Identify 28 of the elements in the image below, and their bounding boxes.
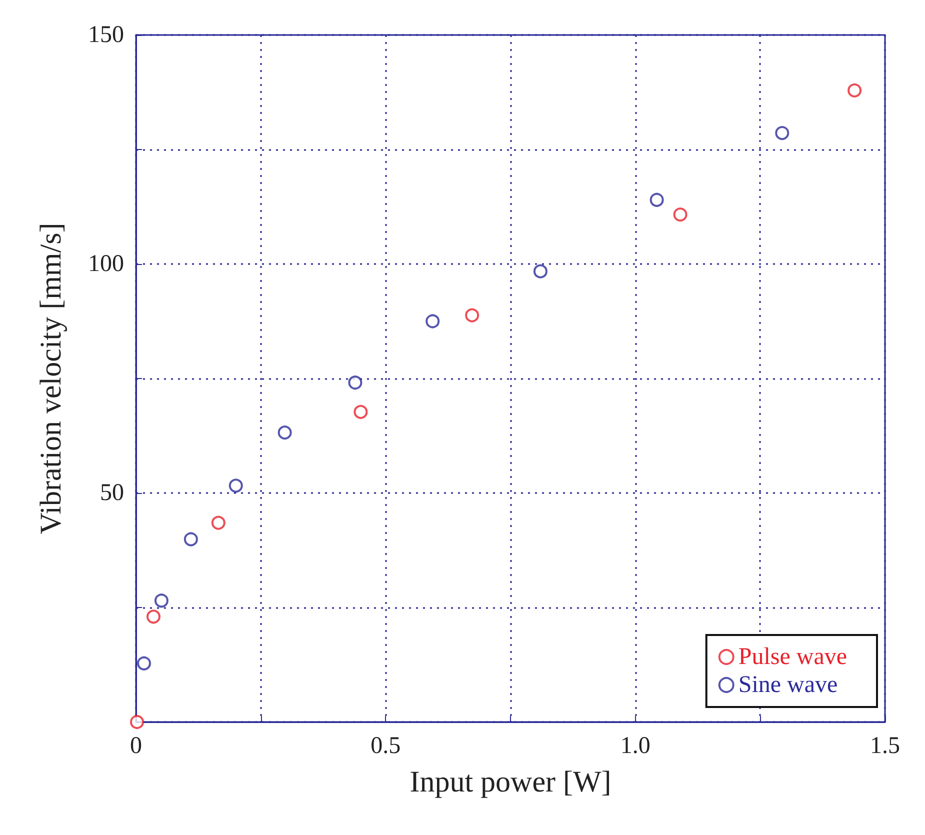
x-tick-label: 1.5	[870, 733, 900, 759]
y-tick-label: 50	[100, 480, 124, 506]
y-tick-label: 150	[88, 22, 124, 48]
point	[130, 715, 144, 729]
point	[673, 208, 688, 222]
x-tick-label: 0	[130, 733, 142, 759]
point	[465, 308, 480, 322]
point	[533, 264, 548, 278]
point	[354, 404, 368, 419]
point	[775, 126, 790, 140]
point	[348, 376, 362, 390]
x-axis-title: Input power [W]	[410, 766, 612, 798]
point	[154, 594, 168, 608]
point	[137, 656, 151, 670]
legend-label: Pulse wave	[738, 644, 848, 670]
x-tick-label: 0.5	[370, 733, 401, 759]
point	[650, 192, 664, 207]
point	[184, 532, 198, 546]
point	[278, 426, 292, 440]
point	[848, 83, 862, 98]
point	[211, 516, 226, 530]
legend-label: Sine wave	[738, 672, 838, 698]
y-tick-label: 100	[88, 251, 124, 277]
point	[228, 478, 243, 493]
x-tick-label: 1.0	[620, 733, 650, 759]
point	[146, 610, 160, 624]
point	[426, 314, 440, 328]
y-axis-title: Vibration velocity [mm/s]	[34, 222, 68, 534]
